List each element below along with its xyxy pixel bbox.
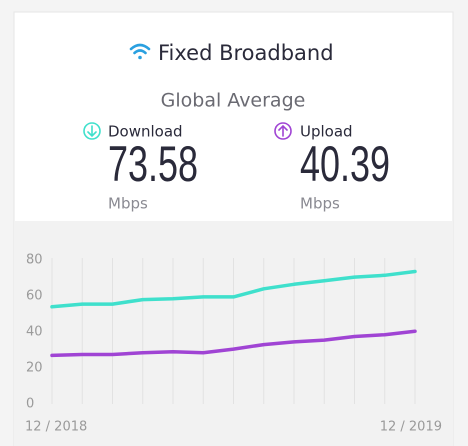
upload-unit: Mbps [300, 195, 340, 213]
title: Fixed Broadband [158, 41, 334, 65]
y-tick-label: 80 [26, 253, 43, 268]
subtitle: Global Average [161, 90, 306, 112]
upload-value: 40.39 [300, 138, 390, 193]
download-icon [83, 122, 101, 140]
series-line [50, 269, 417, 309]
y-tick-label: 0 [26, 397, 34, 412]
upload-icon [274, 122, 292, 140]
y-tick-label: 60 [26, 289, 43, 304]
x-tick-label: 12 / 2019 [380, 420, 442, 435]
download-unit: Mbps [108, 195, 148, 213]
y-tick-label: 20 [26, 361, 43, 376]
wifi-icon [129, 43, 151, 60]
download-label: Download [108, 123, 183, 141]
x-tick-label: 12 / 2018 [25, 420, 87, 435]
download-value: 73.58 [108, 138, 198, 193]
series-line [50, 329, 417, 358]
upload-label: Upload [300, 123, 353, 141]
y-tick-label: 40 [26, 325, 43, 340]
